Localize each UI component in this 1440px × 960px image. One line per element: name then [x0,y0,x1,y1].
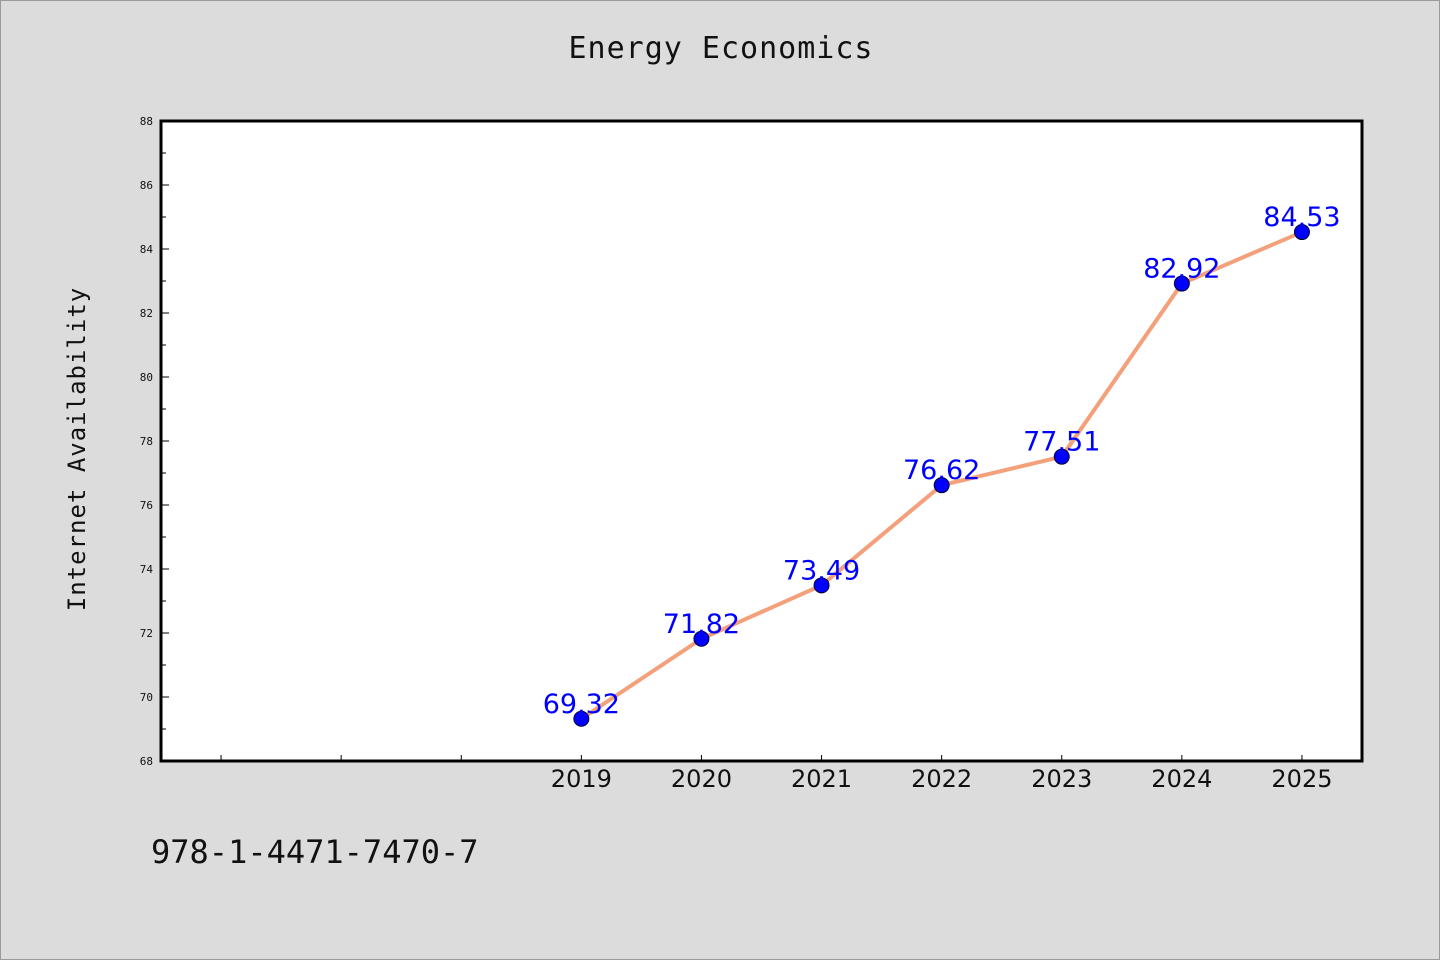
data-label: 76.62 [903,455,980,486]
data-point [933,477,950,494]
y-tick-label: 74 [140,563,154,576]
data-label: 69.32 [543,689,620,720]
data-point [1173,275,1190,292]
x-tick-label: 2022 [911,765,972,793]
data-point [1293,224,1310,241]
x-tick-label: 2021 [791,765,852,793]
x-tick-label: 2024 [1151,765,1212,793]
data-label: 73.49 [783,555,860,586]
y-tick-label: 76 [140,499,153,512]
data-point [573,710,590,727]
data-label: 71.82 [663,609,740,640]
data-point [693,630,710,647]
y-tick-label: 82 [140,307,153,320]
data-label: 84.53 [1263,202,1340,233]
data-label: 82.92 [1143,254,1220,285]
plot-frame [159,119,1364,763]
data-labels: 69.32 71.82 73.49 76.62 77.51 82.92 84.53 [543,202,1341,720]
data-label: 77.51 [1023,427,1100,458]
series-markers [573,224,1310,727]
y-tick-label: 84 [140,243,154,256]
y-tick-label: 78 [140,435,153,448]
chart-title: Energy Economics [568,31,874,66]
y-tick-label: 72 [140,627,153,640]
y-tick-label: 80 [140,371,153,384]
x-tick-label: 2023 [1031,765,1092,793]
x-tick-label: 2020 [671,765,732,793]
x-axis: 2019 2020 2021 2022 2023 2024 2025 [220,755,1332,793]
data-point [813,577,830,594]
data-point [1053,448,1070,465]
y-tick-label: 88 [140,115,153,128]
plot-area [161,121,1362,761]
x-tick-label: 2019 [551,765,612,793]
y-tick-label: 86 [140,179,153,192]
x-tick-label: 2025 [1271,765,1332,793]
isbn-footnote: 978-1-4471-7470-7 [151,833,479,871]
y-tick-label: 68 [140,755,153,768]
y-tick-label: 70 [140,691,153,704]
